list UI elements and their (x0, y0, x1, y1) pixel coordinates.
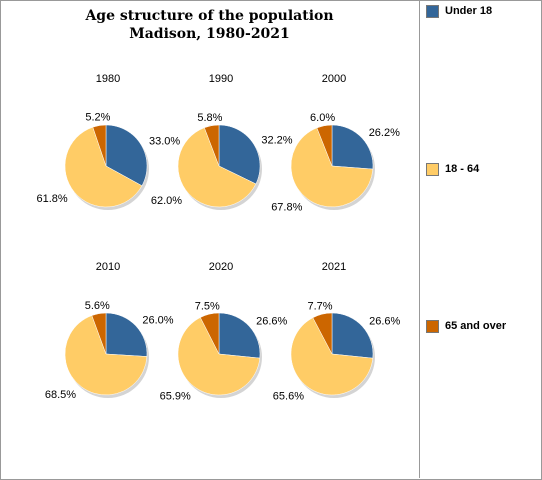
slice-label-under-18: 26.0% (142, 315, 173, 327)
slice-65-and-over (92, 124, 107, 167)
slice-label-under-18: 26.6% (256, 316, 287, 328)
pie-2010: 2010 26.0% 68.5% 5.6% (45, 261, 174, 401)
legend-label-65-and-over: 65 and over (445, 320, 507, 332)
legend-swatch-65-and-over (426, 319, 439, 333)
slice-label-18-64: 67.8% (271, 201, 302, 213)
legend-label-18-64: 18 - 64 (445, 163, 480, 175)
pie-2021: 2021 26.6% 65.6% 7.7% (273, 261, 401, 402)
slice-label-65-and-over: 5.8% (197, 112, 222, 124)
slice-under-18 (331, 124, 374, 170)
slice-18-64 (290, 127, 374, 208)
slice-under-18 (218, 312, 261, 359)
pie-year-label: 1990 (209, 73, 233, 85)
legend-swatch-18-64 (426, 162, 439, 176)
legend-swatch-under-18 (426, 4, 439, 18)
pie-year-label: 2010 (96, 261, 120, 273)
slice-65-and-over (200, 312, 220, 355)
slice-under-18 (105, 312, 148, 357)
pie-year-label: 1980 (96, 73, 120, 85)
slice-65-and-over (204, 124, 220, 167)
slice-label-18-64: 65.6% (273, 390, 304, 402)
legend-item-under-18: Under 18 (426, 3, 492, 19)
pie-1990: 1990 32.2% 62.0% 5.8% (151, 73, 293, 210)
slice-label-under-18: 33.0% (149, 136, 180, 148)
slice-65-and-over (312, 312, 333, 355)
slice-label-65-and-over: 6.0% (310, 112, 335, 124)
legend-divider (419, 0, 420, 478)
pie-year-label: 2000 (322, 73, 346, 85)
slice-label-under-18: 26.6% (369, 316, 400, 328)
chart-title-line-2: Madison, 1980-2021 (129, 26, 290, 42)
slice-18-64 (177, 127, 257, 208)
pie-year-label: 2021 (322, 261, 346, 273)
slice-18-64 (64, 315, 148, 396)
slice-label-65-and-over: 5.6% (85, 300, 110, 312)
chart-title-line-1: Age structure of the population (85, 8, 334, 24)
slice-label-65-and-over: 7.5% (195, 300, 220, 312)
legend-item-18-64: 18 - 64 (426, 161, 479, 177)
pie-year-label: 2020 (209, 261, 233, 273)
slice-label-18-64: 65.9% (160, 390, 191, 402)
pie-2020: 2020 26.6% 65.9% 7.5% (160, 261, 288, 402)
slice-18-64 (177, 317, 261, 396)
slice-label-under-18: 26.2% (369, 127, 400, 139)
slice-18-64 (290, 317, 374, 396)
slice-65-and-over (316, 124, 333, 167)
slice-18-64 (64, 126, 143, 208)
slice-label-under-18: 32.2% (261, 135, 292, 147)
pie-charts: 1980 33.0% 61.8% 5.2% 1990 32.2% 62.0% 5.8% 2000… (36, 73, 401, 402)
pie-2000: 2000 26.2% 67.8% 6.0% (271, 73, 400, 213)
slice-label-65-and-over: 7.7% (307, 301, 332, 313)
slice-label-65-and-over: 5.2% (85, 112, 110, 124)
slice-under-18 (105, 124, 148, 187)
slice-label-18-64: 68.5% (45, 389, 76, 401)
slice-label-18-64: 62.0% (151, 195, 182, 207)
slice-under-18 (218, 124, 261, 185)
pie-1980: 1980 33.0% 61.8% 5.2% (36, 73, 180, 210)
slice-65-and-over (91, 312, 107, 355)
slice-label-18-64: 61.8% (36, 193, 67, 205)
slice-under-18 (331, 312, 374, 359)
legend-item-65-and-over: 65 and over (426, 318, 506, 334)
legend-label-under-18: Under 18 (445, 5, 493, 17)
